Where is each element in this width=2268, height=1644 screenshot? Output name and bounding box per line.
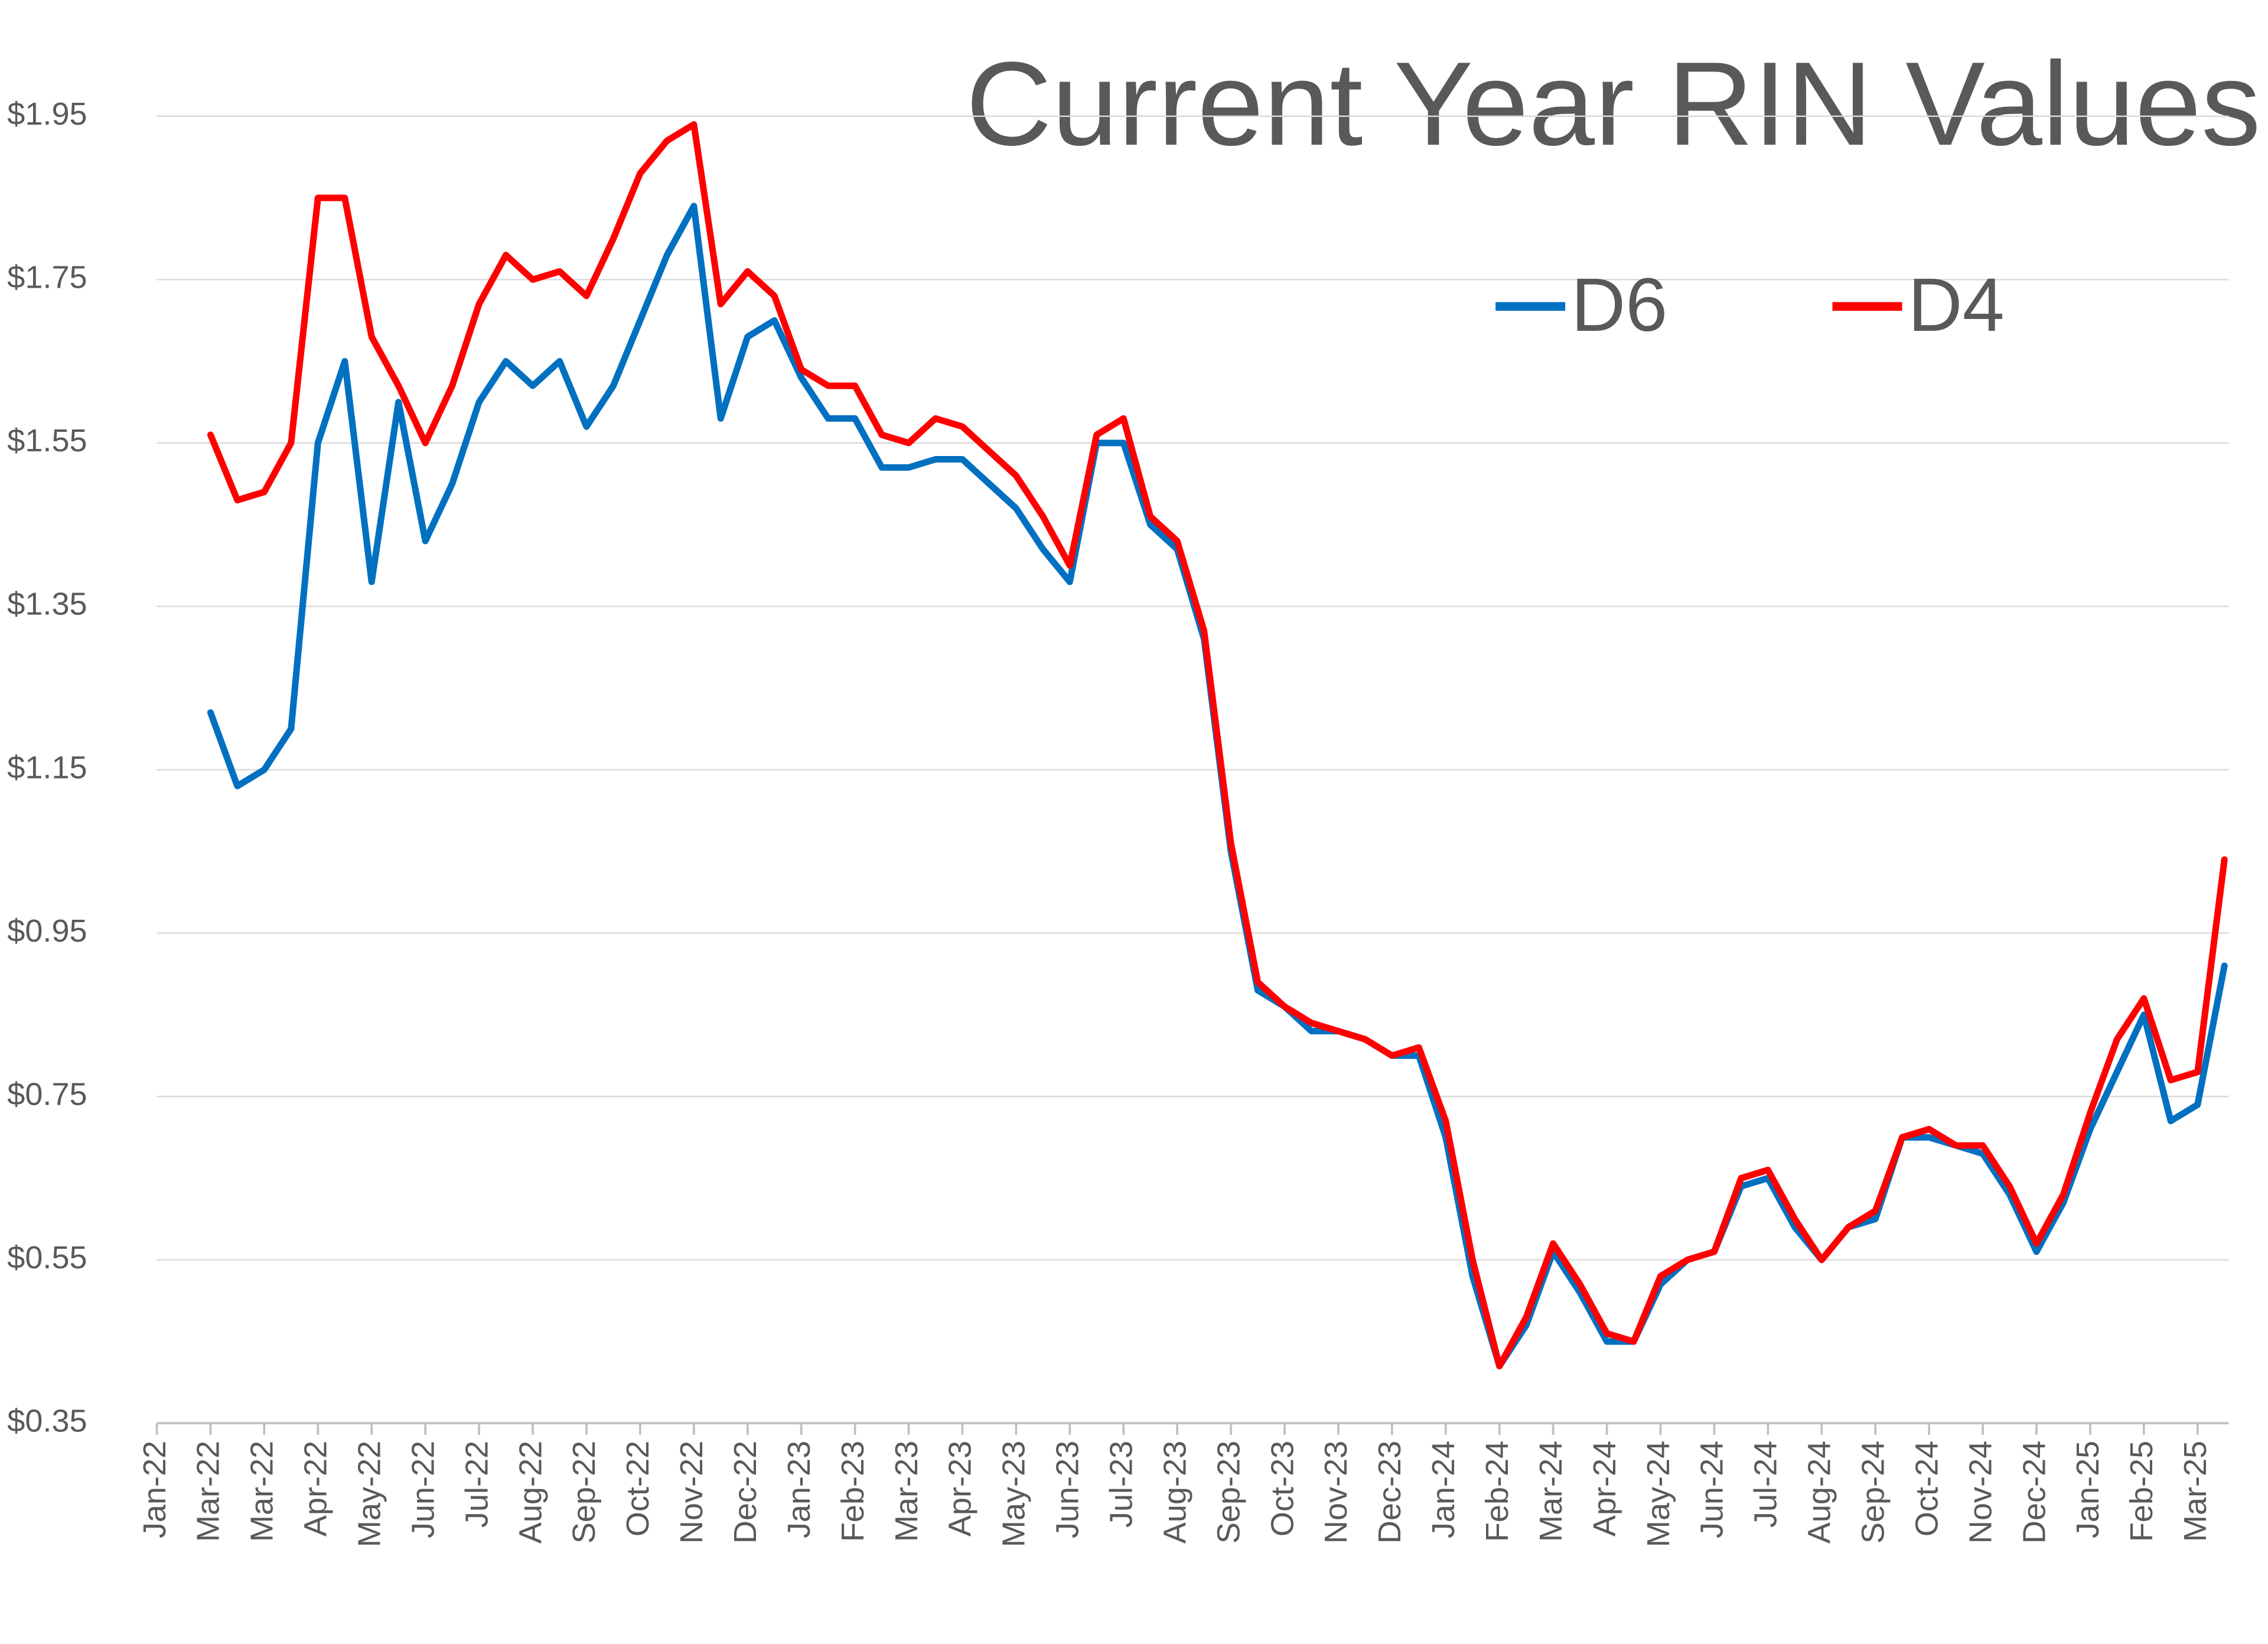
series-line	[207, 121, 2228, 1370]
x-tick-label: Jan-25	[2070, 1441, 2106, 1538]
x-tick-label: Feb-25	[2124, 1441, 2159, 1542]
y-tick-label: $1.75	[7, 260, 87, 295]
x-tick-label: Dec-23	[1372, 1441, 1407, 1544]
x-tick-label: Aug-22	[513, 1441, 548, 1544]
x-tick-label: Mar-25	[2178, 1441, 2213, 1542]
x-tick-label: Sep-22	[566, 1441, 602, 1544]
x-tick-label: May-23	[996, 1441, 1032, 1547]
x-tick-label: Jan-22	[137, 1441, 172, 1538]
x-tick-label: Mar-23	[889, 1441, 924, 1542]
x-tick-label: Jul-24	[1748, 1441, 1784, 1528]
series-line	[207, 203, 2228, 1370]
x-tick-label: Jun-24	[1695, 1441, 1730, 1538]
y-tick-label: $0.75	[7, 1076, 87, 1112]
x-tick-label: Jul-23	[1103, 1441, 1139, 1528]
y-tick-label: $1.15	[7, 750, 87, 785]
x-tick-label: Sep-23	[1211, 1441, 1246, 1544]
y-tick-label: $0.35	[7, 1404, 87, 1439]
x-tick-label: Aug-24	[1802, 1441, 1837, 1544]
x-tick-label: Oct-23	[1265, 1441, 1300, 1536]
y-tick-label: $1.35	[7, 587, 87, 622]
x-tick-label: Jun-23	[1050, 1441, 1086, 1538]
y-tick-label: $1.55	[7, 423, 87, 458]
legend-label: D4	[1908, 263, 2004, 347]
x-tick-label: Dec-22	[728, 1441, 763, 1544]
x-tick-label: Nov-22	[674, 1441, 709, 1544]
x-tick-label: Mar-22	[191, 1441, 226, 1542]
legend-label: D6	[1571, 263, 1667, 347]
x-tick-label: Aug-23	[1157, 1441, 1192, 1544]
x-tick-label: Feb-24	[1480, 1441, 1515, 1542]
x-tick-label: Oct-24	[1909, 1441, 1944, 1536]
x-tick-label: Mar-22	[245, 1441, 280, 1542]
y-tick-label: $0.95	[7, 913, 87, 949]
x-tick-label: Mar-24	[1533, 1441, 1569, 1542]
x-tick-label: Apr-22	[298, 1441, 334, 1536]
chart-title: Current Year RIN Values	[966, 37, 2260, 170]
x-tick-label: Dec-24	[2016, 1441, 2052, 1544]
x-tick-label: Oct-22	[620, 1441, 656, 1536]
x-tick-label: May-22	[352, 1441, 387, 1547]
x-tick-label: Jul-22	[459, 1441, 494, 1528]
y-tick-label: $1.95	[7, 96, 87, 132]
x-tick-label: Jun-22	[405, 1441, 441, 1538]
x-tick-label: Feb-23	[835, 1441, 871, 1542]
x-tick-label: Jan-23	[781, 1441, 817, 1538]
x-tick-label: Nov-23	[1318, 1441, 1354, 1544]
y-tick-label: $0.55	[7, 1240, 87, 1275]
x-tick-label: Apr-24	[1587, 1441, 1622, 1536]
x-tick-label: Jan-24	[1426, 1441, 1461, 1538]
x-tick-label: Sep-24	[1855, 1441, 1891, 1544]
x-tick-label: Nov-24	[1963, 1441, 1998, 1544]
x-tick-label: May-24	[1641, 1441, 1676, 1547]
x-tick-label: Apr-23	[943, 1441, 978, 1536]
